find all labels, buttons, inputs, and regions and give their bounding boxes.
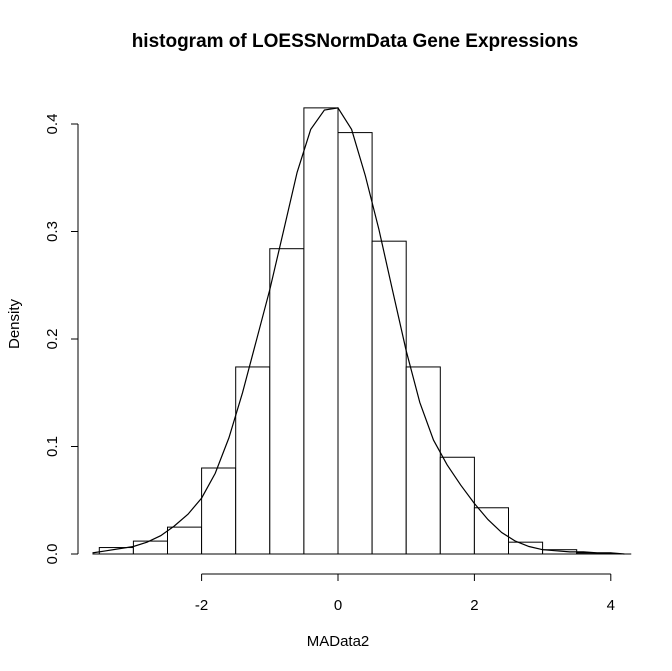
- histogram-bar: [132, 540, 168, 555]
- x-tick-label: -2: [195, 597, 208, 614]
- histogram-bar: [473, 507, 509, 555]
- histogram-bar: [371, 240, 407, 555]
- y-tick-label: 0.1: [44, 436, 61, 457]
- chart-title: histogram of LOESSNormData Gene Expressi…: [132, 31, 579, 52]
- y-tick-label: 0.2: [44, 329, 61, 350]
- x-axis-label: MAData2: [307, 633, 370, 650]
- x-tick-label: 0: [334, 597, 342, 614]
- density-curve: [92, 107, 625, 555]
- histogram-bar: [235, 366, 271, 555]
- histogram-bar: [201, 467, 237, 555]
- y-tick-label: 0.3: [44, 221, 61, 242]
- y-axis-label: Density: [6, 298, 23, 349]
- histogram-bar: [405, 366, 441, 555]
- histogram-bars: [92, 107, 632, 555]
- x-axis: -2 0 2 4: [195, 573, 615, 614]
- x-tick-label: 2: [470, 597, 478, 614]
- x-tick-label: 4: [607, 597, 615, 614]
- y-tick-label: 0.4: [44, 114, 61, 135]
- histogram-bar: [303, 107, 339, 555]
- y-tick-label: 0.0: [44, 544, 61, 565]
- y-axis: 0.0 0.1 0.2 0.3 0.4: [44, 114, 79, 565]
- histogram-bar: [269, 248, 305, 555]
- histogram-bar: [337, 132, 373, 555]
- histogram-bar: [167, 526, 203, 555]
- histogram-bar: [439, 456, 475, 555]
